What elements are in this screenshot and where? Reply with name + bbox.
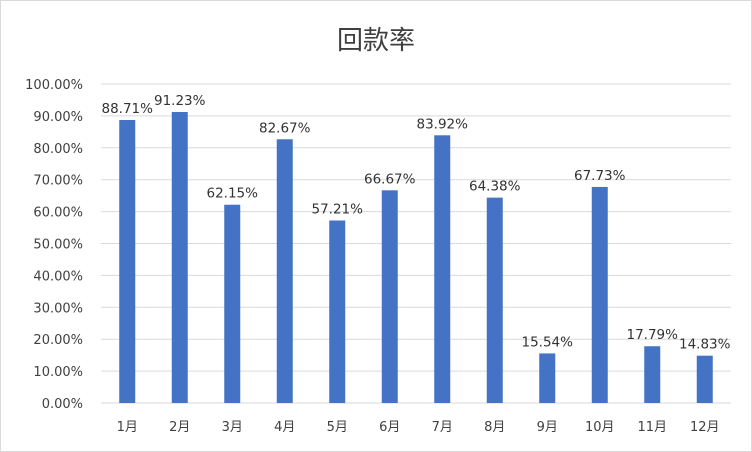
x-axis-ticks: 1月 2月 3月 4月 5月 6月 7月 8月 9月 10月 11月 12月 <box>117 420 720 435</box>
gridlines <box>101 83 731 404</box>
y-tick-label: 60.00% <box>33 206 83 221</box>
x-tick-label: 10月 <box>585 420 615 435</box>
bar <box>696 355 713 403</box>
x-tick-label: 12月 <box>690 420 720 435</box>
y-tick-label: 90.00% <box>33 110 83 125</box>
bar <box>434 135 451 403</box>
data-label: 83.92% <box>417 116 469 132</box>
bar <box>329 220 346 403</box>
data-label: 66.67% <box>364 171 416 187</box>
x-tick-label: 3月 <box>222 420 243 435</box>
y-tick-label: 10.00% <box>33 365 83 380</box>
data-label: 91.23% <box>154 93 206 109</box>
bar <box>276 139 293 403</box>
data-label: 88.71% <box>102 101 154 117</box>
bar <box>171 111 188 403</box>
data-label: 15.54% <box>522 334 574 350</box>
data-labels: 88.71%91.23% 62.15% 82.67% 57.21%66.67% 83.9… <box>102 93 731 353</box>
data-label: 64.38% <box>469 179 521 195</box>
data-label: 14.83% <box>679 337 731 353</box>
x-tick-label: 11月 <box>637 420 667 435</box>
x-tick-label: 9月 <box>537 420 558 435</box>
x-tick-label: 8月 <box>484 420 505 435</box>
bar <box>119 120 136 403</box>
chart-title: 回款率 <box>337 26 415 56</box>
bar <box>644 346 661 403</box>
bar <box>224 204 241 403</box>
y-tick-label: 70.00% <box>33 174 83 189</box>
x-tick-label: 4月 <box>274 420 295 435</box>
bar <box>539 353 556 403</box>
x-tick-label: 6月 <box>379 420 400 435</box>
bar <box>591 186 608 403</box>
bar <box>381 190 398 403</box>
x-tick-label: 5月 <box>327 420 348 435</box>
y-tick-label: 0.00% <box>42 397 83 412</box>
data-label: 62.15% <box>207 186 259 202</box>
x-tick-label: 7月 <box>432 420 453 435</box>
y-tick-label: 40.00% <box>33 269 83 284</box>
y-tick-label: 80.00% <box>33 142 83 157</box>
y-tick-label: 30.00% <box>33 301 83 316</box>
bars <box>119 111 713 403</box>
data-label: 67.73% <box>574 168 626 184</box>
data-label: 82.67% <box>259 120 311 136</box>
x-tick-label: 1月 <box>117 420 138 435</box>
data-label: 57.21% <box>312 202 364 218</box>
y-tick-label: 100.00% <box>25 78 83 93</box>
y-tick-label: 20.00% <box>33 333 83 348</box>
y-axis-ticks: 0.00% 10.00% 20.00% 30.00% 40.00% 50.00% 60.00… <box>25 78 83 412</box>
x-tick-label: 2月 <box>169 420 190 435</box>
bar <box>486 197 503 403</box>
y-tick-label: 50.00% <box>33 238 83 253</box>
data-label: 17.79% <box>627 327 679 343</box>
